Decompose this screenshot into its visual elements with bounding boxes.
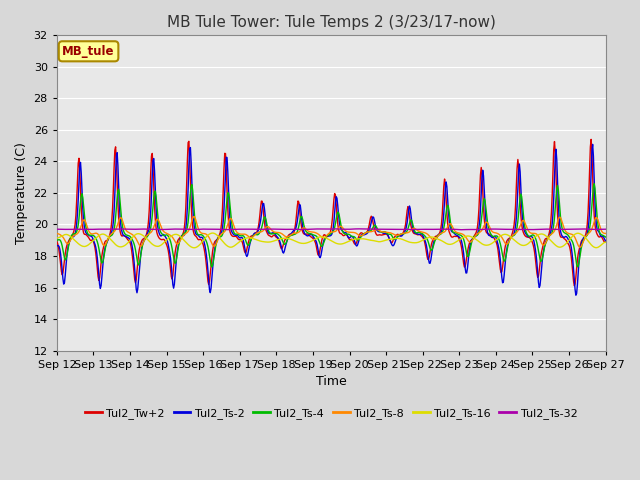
X-axis label: Time: Time bbox=[316, 375, 347, 388]
Text: MB_tule: MB_tule bbox=[62, 45, 115, 58]
Title: MB Tule Tower: Tule Temps 2 (3/23/17-now): MB Tule Tower: Tule Temps 2 (3/23/17-now… bbox=[167, 15, 495, 30]
Legend: Tul2_Tw+2, Tul2_Ts-2, Tul2_Ts-4, Tul2_Ts-8, Tul2_Ts-16, Tul2_Ts-32: Tul2_Tw+2, Tul2_Ts-2, Tul2_Ts-4, Tul2_Ts… bbox=[81, 404, 582, 423]
Y-axis label: Temperature (C): Temperature (C) bbox=[15, 142, 28, 244]
